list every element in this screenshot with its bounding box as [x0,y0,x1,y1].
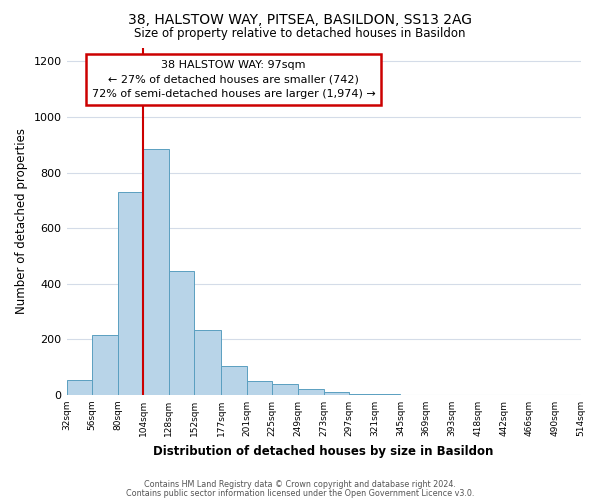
Text: Size of property relative to detached houses in Basildon: Size of property relative to detached ho… [134,28,466,40]
Bar [298,390,323,395]
Bar [272,384,298,395]
Text: Contains HM Land Registry data © Crown copyright and database right 2024.: Contains HM Land Registry data © Crown c… [144,480,456,489]
Text: 38 HALSTOW WAY: 97sqm
← 27% of detached houses are smaller (742)
72% of semi-det: 38 HALSTOW WAY: 97sqm ← 27% of detached … [92,60,375,100]
X-axis label: Distribution of detached houses by size in Basildon: Distribution of detached houses by size … [154,444,494,458]
Bar [194,330,221,395]
Bar [221,366,247,395]
Bar [323,392,349,395]
Text: Contains public sector information licensed under the Open Government Licence v3: Contains public sector information licen… [126,488,474,498]
Bar [118,192,143,395]
Bar [67,380,92,395]
Text: 38, HALSTOW WAY, PITSEA, BASILDON, SS13 2AG: 38, HALSTOW WAY, PITSEA, BASILDON, SS13 … [128,12,472,26]
Bar [143,149,169,395]
Bar [92,335,118,395]
Bar [247,381,272,395]
Bar [349,394,375,395]
Bar [375,394,400,395]
Y-axis label: Number of detached properties: Number of detached properties [15,128,28,314]
Bar [169,271,194,395]
